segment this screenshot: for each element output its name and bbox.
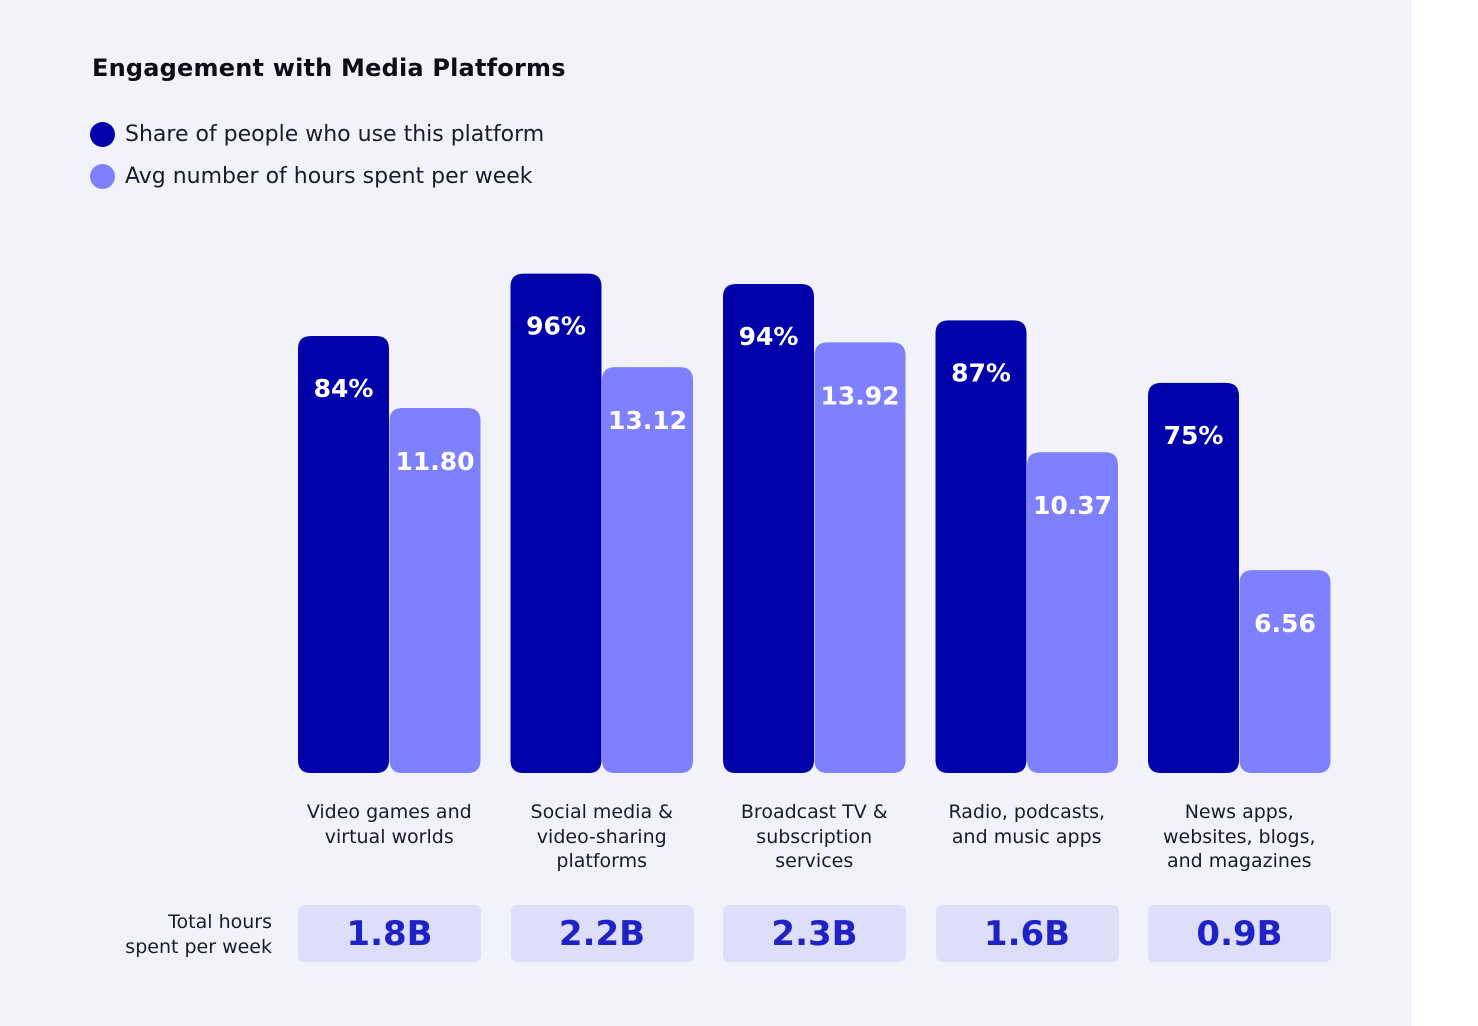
data-label-share-4: 75% [1164,421,1224,450]
total-hours-label-line: Total hours [168,911,272,933]
legend-swatch-hours [90,163,115,189]
data-label-share-1: 96% [526,312,586,341]
total-hours-box-3: 1.6B [935,905,1119,962]
data-label-hours-1: 13.12 [608,406,687,435]
category-label-4: News apps, websites, blogs, and magazines [1139,800,1339,874]
chart-title: Engagement with Media Platforms [92,54,566,82]
category-label-line: video-sharing [536,825,667,848]
category-label-line: virtual worlds [324,825,454,848]
category-label-line: and magazines [1166,850,1312,872]
category-label-line: and music apps [951,825,1102,848]
bar-share-1 [510,273,602,773]
total-hours-box-2: 2.3B [723,905,906,962]
bar-share-0 [298,336,389,773]
bar-hours-3 [1027,452,1118,773]
legend-label-share: Share of people who use this platform [125,121,545,147]
category-label-line: services [775,850,854,872]
total-hours-box-1: 2.2B [510,905,694,962]
category-label-line: websites, blogs, [1162,825,1316,848]
total-hours-box-0: 1.8B [298,905,481,962]
bar-hours-0 [389,408,481,773]
category-label-line: Radio, podcasts, [948,801,1106,823]
category-label-line: Broadcast TV & [740,801,888,823]
bar-share-4 [1148,382,1239,773]
data-label-share-0: 84% [314,374,374,403]
category-label-3: Radio, podcasts, and music apps [927,800,1127,849]
chart-panel: Engagement with Media Platforms Share of… [0,0,1412,1026]
legend-label-hours: Avg number of hours spent per week [125,163,533,189]
category-label-line: subscription [756,825,873,848]
bar-hours-4 [1239,570,1331,773]
category-label-line: News apps, [1184,801,1294,823]
bar-hours-1 [602,367,693,773]
category-label-line: platforms [556,850,648,872]
category-label-line: Social media & [530,801,673,823]
category-label-line: Video games and [306,801,472,823]
data-label-share-3: 87% [951,358,1011,387]
bar-share-3 [935,320,1027,773]
total-hours-box-4: 0.9B [1148,905,1331,962]
category-label-0: Video games and virtual worlds [289,800,489,849]
bar-share-2 [723,283,814,773]
data-label-hours-2: 13.92 [820,381,899,410]
data-label-hours-0: 11.80 [395,447,474,476]
bar-hours-2 [814,342,906,773]
total-hours-label: Total hours spent per week [92,910,272,959]
legend-swatch-share [90,121,115,147]
legend-item-share: Share of people who use this platform [90,119,544,149]
bar-chart: 84% 11.80 96% 13.12 94% 13.92 87% 10.37 75% 6.56 [298,273,1331,773]
total-hours-label-line: spent per week [125,935,272,958]
data-label-hours-4: 6.56 [1254,609,1316,638]
data-label-hours-3: 10.37 [1033,491,1112,520]
legend-item-hours: Avg number of hours spent per week [90,161,533,191]
category-label-2: Broadcast TV & subscription services [714,800,914,874]
category-label-1: Social media & video-sharing platforms [502,800,702,874]
data-label-share-2: 94% [739,322,799,351]
